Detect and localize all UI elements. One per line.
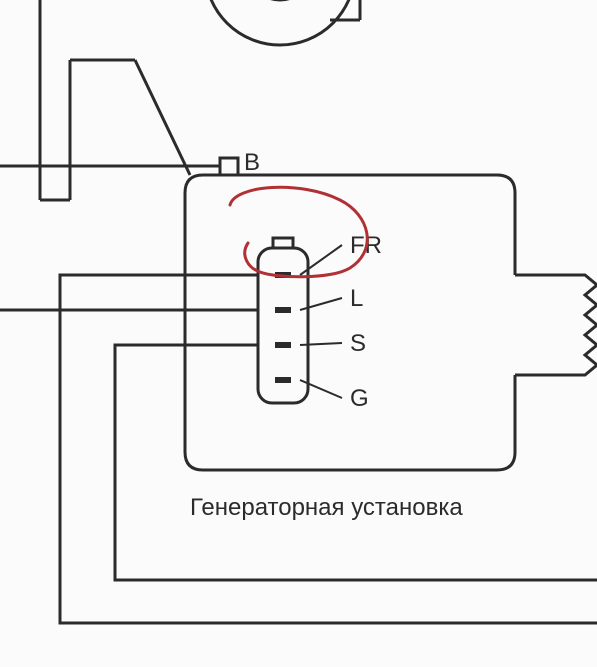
pin-g [275,377,291,383]
pin-label-l: L [350,285,363,312]
diagram-background [0,0,597,667]
pin-s [275,342,291,348]
pin-l [275,307,291,313]
pin-label-g: G [350,385,369,412]
caption-text: Генераторная установка [190,494,463,521]
terminal-b-label: B [244,149,260,176]
alternator-wiring-diagram: FRLSG Генераторная установка B [0,0,597,667]
pin-label-s: S [350,330,366,357]
